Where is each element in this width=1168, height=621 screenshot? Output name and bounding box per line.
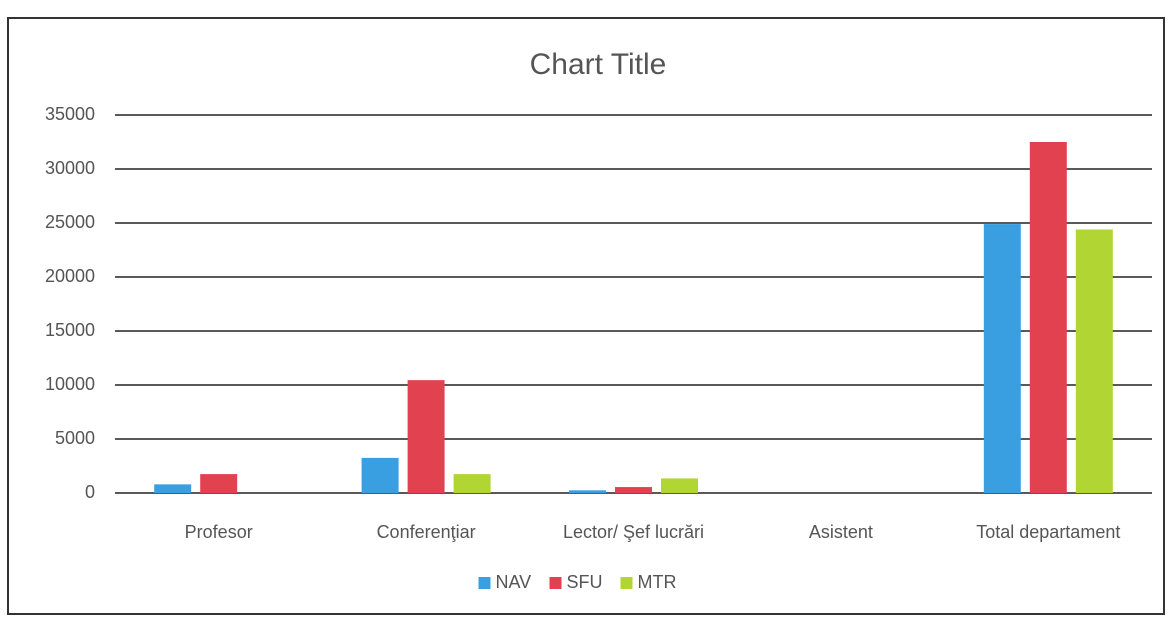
x-tick-label: Conferenţiar <box>377 522 476 542</box>
y-tick-label: 0 <box>85 482 95 502</box>
legend-swatch <box>478 577 491 589</box>
legend-label: MTR <box>638 572 677 592</box>
legend-swatch <box>620 577 633 589</box>
bar <box>569 490 606 493</box>
legend-swatch <box>549 577 562 589</box>
bar <box>1075 229 1113 494</box>
legend-label: SFU <box>567 572 603 592</box>
bar <box>453 474 491 493</box>
bar <box>361 457 399 493</box>
y-tick-label: 10000 <box>45 374 95 394</box>
y-tick-label: 5000 <box>55 428 95 448</box>
chart-frame <box>7 17 1165 615</box>
y-tick-label: 30000 <box>45 158 95 178</box>
x-tick-label: Lector/ Şef lucrări <box>563 522 704 542</box>
y-tick-label: 25000 <box>45 212 95 232</box>
bar <box>615 487 652 493</box>
x-tick-label: Profesor <box>185 522 253 542</box>
bar <box>983 224 1021 493</box>
x-tick-label: Total departament <box>976 522 1120 542</box>
legend-label: NAV <box>496 572 532 592</box>
bar <box>154 484 192 493</box>
x-tick-label: Asistent <box>809 522 873 542</box>
bar <box>661 478 698 493</box>
bar <box>1029 142 1067 493</box>
y-tick-label: 15000 <box>45 320 95 340</box>
bar <box>200 474 238 493</box>
chart-title: Chart Title <box>530 48 667 81</box>
y-tick-label: 20000 <box>45 266 95 286</box>
y-tick-label: 35000 <box>45 104 95 124</box>
bar <box>407 380 445 493</box>
